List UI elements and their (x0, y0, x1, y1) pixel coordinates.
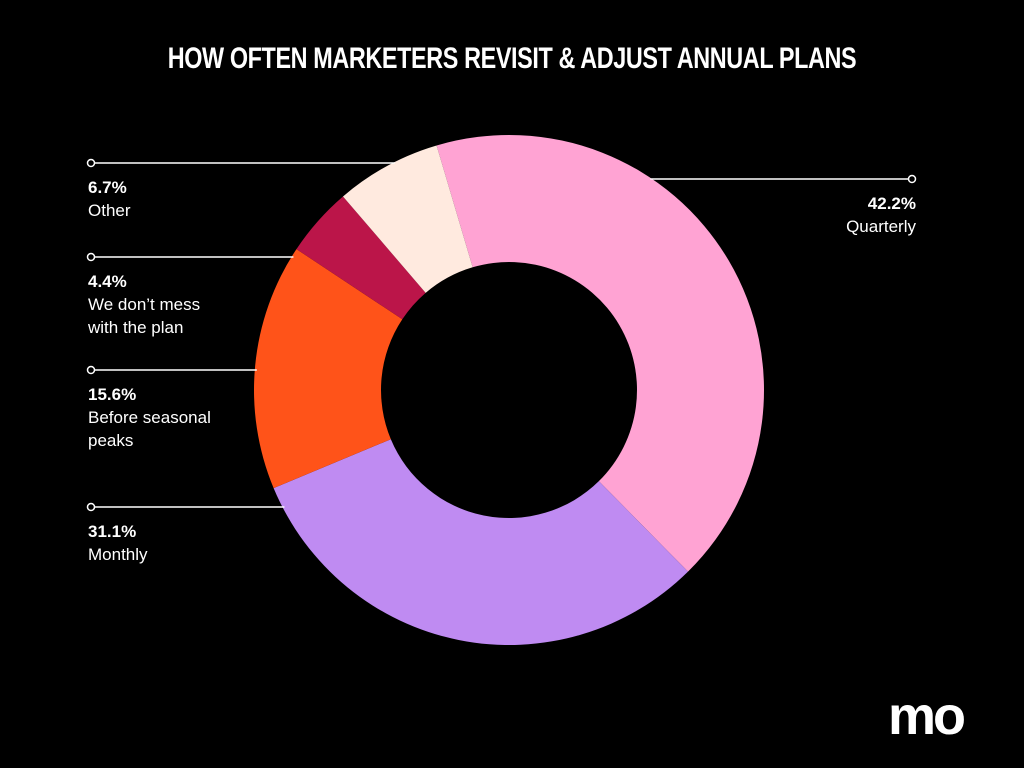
category-label-we-don-t-mess-with-the-plan-line-2: with the plan (87, 318, 183, 337)
leader-dot-we-don-t-mess-with-the-plan (86, 252, 96, 262)
category-label-we-don-t-mess-with-the-plan-line-1: We don’t mess (88, 295, 200, 314)
value-label-we-don-t-mess-with-the-plan: 4.4% (88, 272, 127, 291)
chart-title: HOW OFTEN MARKETERS REVISIT & ADJUST ANN… (167, 42, 857, 75)
category-label-before-seasonal-peaks-line-1: Before seasonal (88, 408, 211, 427)
slice-monthly (273, 439, 688, 646)
slice-quarterly (436, 134, 765, 572)
slice-labels: 42.2% Quarterly 31.1% Monthly 15.6% Before se… (87, 178, 916, 564)
leader-dot-quarterly (907, 174, 917, 184)
category-label-quarterly-line-1: Quarterly (846, 217, 916, 236)
value-label-other: 6.7% (88, 178, 127, 197)
category-label-monthly-line-1: Monthly (88, 545, 148, 564)
value-label-before-seasonal-peaks: 15.6% (88, 385, 136, 404)
value-label-monthly: 31.1% (88, 522, 136, 541)
category-label-before-seasonal-peaks-line-2: peaks (88, 431, 133, 450)
value-label-quarterly: 42.2% (868, 194, 916, 213)
slice-other (342, 145, 473, 293)
brand-logo-icon: mo (888, 690, 967, 740)
leader-dot-monthly (86, 502, 96, 512)
category-label-other-line-1: Other (88, 201, 131, 220)
slice-we-don-t-mess-with-the-plan (296, 196, 426, 320)
leader-dot-before-seasonal-peaks (86, 365, 96, 375)
donut-slices (254, 134, 765, 646)
slice-before-seasonal-peaks (254, 249, 403, 489)
leader-dot-other (86, 158, 96, 168)
brand-logo-text: mo (888, 690, 964, 740)
leader-lines (86, 158, 917, 512)
